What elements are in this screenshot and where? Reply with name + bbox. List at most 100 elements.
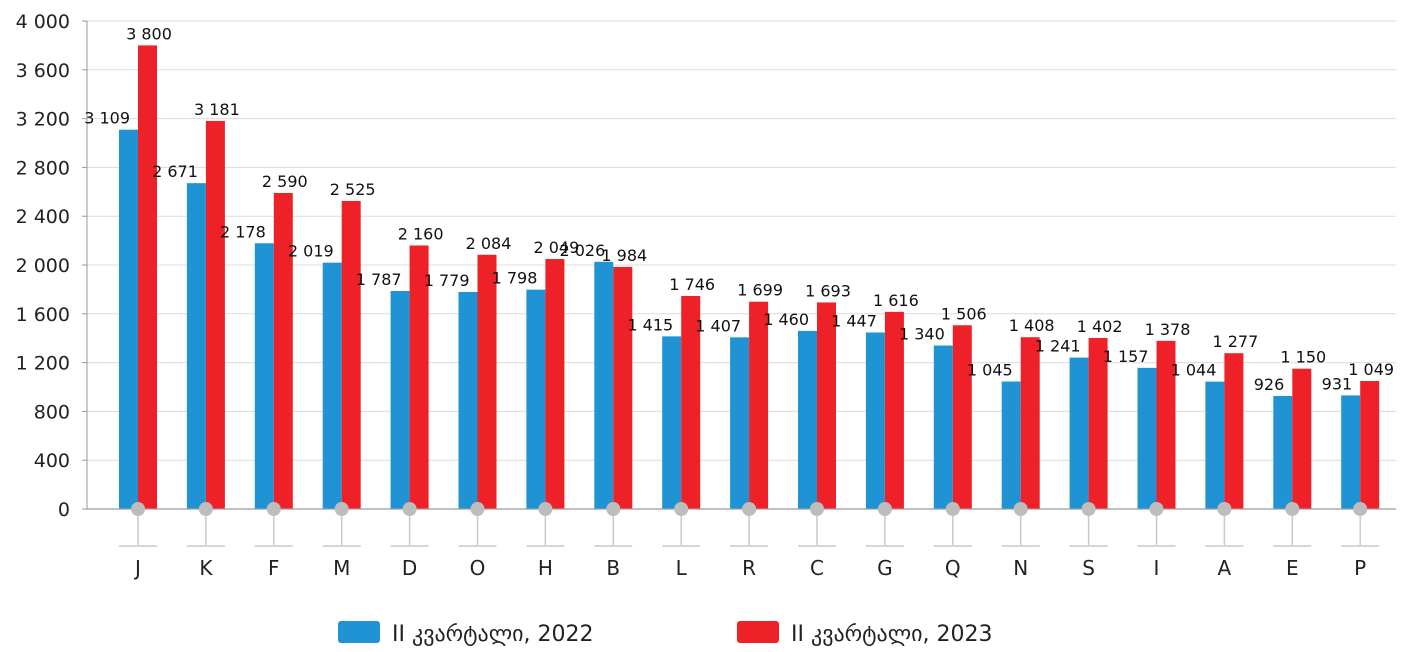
data-label: 1 408	[1009, 316, 1055, 335]
y-tick-label: 1 200	[16, 353, 70, 375]
data-label: 2 084	[466, 234, 512, 253]
data-label: 1 699	[737, 281, 783, 300]
y-tick-label: 4 000	[16, 11, 70, 33]
x-tick-label: K	[199, 556, 213, 580]
data-label: 1 402	[1077, 317, 1123, 336]
category-dot	[334, 502, 349, 516]
x-tick-label: S	[1082, 556, 1095, 580]
bar-2022-H	[526, 289, 546, 509]
x-tick-label: D	[402, 556, 417, 580]
bar-2022-R	[730, 337, 750, 509]
bar-2023-S	[1088, 337, 1108, 509]
data-label: 1 378	[1145, 320, 1191, 339]
legend-swatch	[338, 621, 380, 643]
legend-swatch	[737, 621, 779, 643]
bar-2022-I	[1137, 367, 1157, 509]
bar-2022-J	[119, 129, 138, 509]
x-tick-label: L	[676, 556, 688, 580]
bar-2023-G	[884, 311, 904, 509]
data-label: 3 109	[84, 109, 130, 128]
bar-2023-E	[1292, 368, 1312, 509]
data-label: 2 525	[330, 180, 376, 199]
data-label: 1 045	[967, 361, 1013, 380]
bar-2023-Q	[952, 325, 972, 509]
legend-label: II კვარტალი, 2022	[392, 622, 594, 647]
x-tick-label: F	[268, 556, 280, 580]
data-label: 1 157	[1103, 347, 1149, 366]
bar-2023-F	[273, 193, 293, 509]
data-labels: 3 109 3 800 2 671 3 181 2 178 2 590 2 019 2 525…	[84, 24, 1394, 394]
data-label: 1 693	[805, 281, 851, 300]
category-dot	[198, 502, 213, 516]
data-label: 1 798	[492, 269, 538, 288]
data-label: 3 800	[126, 24, 172, 43]
category-dot	[538, 502, 553, 516]
bar-2023-I	[1156, 340, 1176, 509]
category-dot	[402, 502, 417, 516]
bar-2022-D	[390, 290, 410, 509]
data-label: 1 460	[763, 310, 809, 329]
y-axis: 0 400 800 1 200 1 600 2 000 2 400 2 800 3 200 3 6…	[16, 11, 88, 521]
category-dot	[131, 502, 145, 516]
y-tick-label: 3 200	[16, 109, 70, 131]
x-tick-label: C	[810, 556, 824, 580]
data-label: 1 787	[356, 270, 402, 289]
data-label: 1 044	[1171, 361, 1217, 380]
bar-2023-A	[1224, 353, 1244, 509]
data-label: 3 181	[194, 100, 240, 119]
x-tick-label: Q	[945, 556, 961, 580]
bar-2023-C	[817, 302, 836, 509]
bar-2023-R	[749, 301, 769, 509]
gridlines	[87, 20, 1396, 461]
bar-2022-P	[1341, 395, 1361, 509]
bar-2022-E	[1273, 396, 1293, 509]
y-tick-label: 0	[58, 499, 70, 521]
category-dot	[877, 502, 892, 516]
x-tick-label: R	[742, 556, 756, 580]
data-label: 1 447	[831, 311, 877, 330]
bar-2022-G	[865, 332, 885, 509]
category-dot	[810, 502, 824, 516]
category-dot	[1353, 502, 1368, 516]
data-label: 2 178	[220, 222, 266, 241]
bar-2022-S	[1069, 357, 1089, 509]
y-tick-label: 2 800	[16, 157, 70, 179]
data-label: 1 779	[424, 271, 470, 290]
bars	[119, 45, 1380, 510]
data-label: 2 671	[152, 162, 198, 181]
data-label: 2 160	[398, 224, 444, 243]
bar-2022-A	[1205, 381, 1225, 509]
bar-2022-M	[322, 262, 342, 509]
data-label: 2 049	[533, 238, 579, 257]
bar-2022-B	[594, 261, 614, 509]
x-tick-label: M	[333, 556, 350, 580]
bar-2023-B	[613, 266, 633, 509]
y-tick-label: 3 600	[16, 60, 70, 82]
x-tick-label: P	[1354, 556, 1366, 580]
data-label: 1 049	[1348, 360, 1394, 379]
data-label: 1 241	[1035, 337, 1081, 356]
bar-2022-F	[254, 243, 274, 509]
data-label: 1 277	[1212, 332, 1258, 351]
category-dot	[606, 502, 621, 516]
bar-2023-K	[205, 120, 225, 509]
x-tick-label: O	[470, 556, 486, 580]
data-label: 2 019	[288, 242, 334, 261]
data-label: 1 506	[941, 304, 987, 323]
bar-2023-H	[545, 259, 565, 509]
data-label: 931	[1322, 374, 1353, 393]
data-label: 1 415	[627, 315, 673, 334]
category-dot	[742, 502, 757, 516]
x-tick-label: E	[1286, 556, 1299, 580]
data-label: 1 746	[669, 275, 715, 294]
category-dot	[1013, 502, 1028, 516]
y-tick-label: 2 400	[16, 206, 70, 228]
bar-2022-C	[798, 330, 817, 509]
legend-label: II კვარტალი, 2023	[791, 622, 993, 647]
x-tick-label: J	[133, 556, 141, 580]
category-dot	[945, 502, 960, 516]
data-label: 1 984	[601, 246, 647, 265]
